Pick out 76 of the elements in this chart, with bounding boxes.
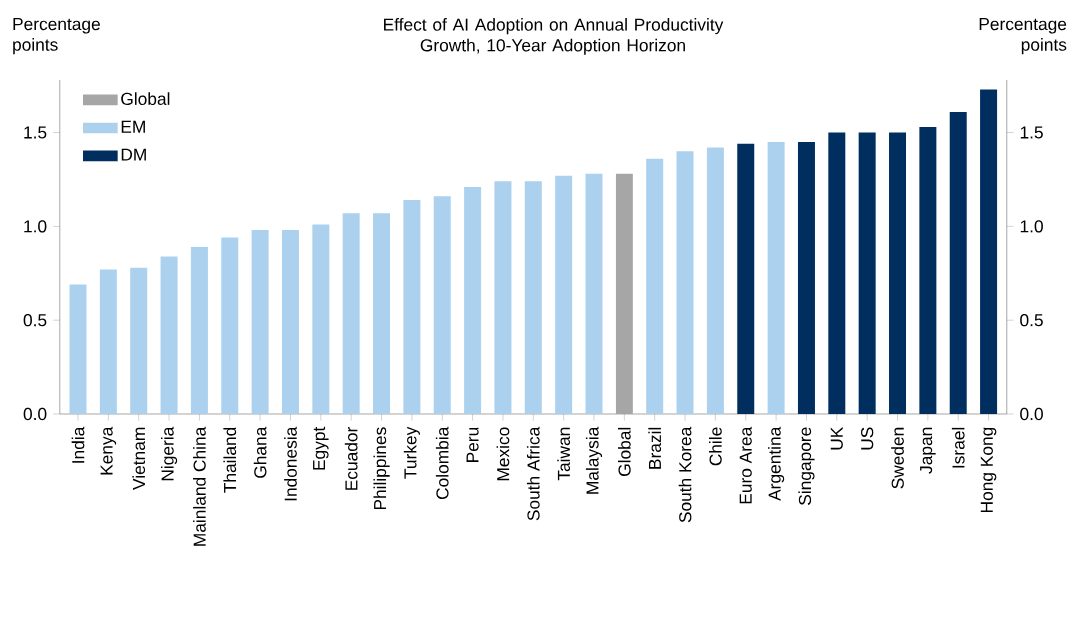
bar [676,151,694,414]
x-tick-label: South Korea [678,426,692,523]
y2-tick-label: 1.0 [1020,220,1043,233]
bar [69,284,87,414]
x-tick-label: Japan [920,427,936,474]
bar [312,224,330,414]
bar [130,267,148,414]
bar [980,89,998,414]
bar [99,269,117,414]
bar [433,196,451,414]
legend-label: EM [121,120,145,133]
x-tick-label: Euro Area [739,426,752,504]
x-tick-label: Kenya [100,426,117,475]
bar [190,247,208,414]
y2-tick-label: 0.5 [1020,314,1043,327]
x-tick-label: UK [830,426,843,450]
y-axis-title: Percentage points [13,18,100,55]
bar [646,158,664,414]
bar [828,132,846,414]
x-tick-label: Indonesia [284,426,297,501]
bar [494,181,512,414]
bar [221,237,239,414]
x-tick-label: India [71,426,85,463]
x-tick-label: Global [617,427,631,476]
x-tick-label: Egypt [313,426,329,470]
x-tick-label: Chile [709,427,722,466]
x-tick-label: Vietnam [132,427,146,490]
x-tick-label: Ecuador [344,427,358,490]
y2-axis-title: Percentage points [979,18,1067,55]
x-tick-label: Taiwan [557,427,571,481]
bar [797,141,815,414]
y-tick-label: 0.5 [23,314,47,327]
legend-label: Global [121,92,170,106]
bar [160,256,178,414]
bar [281,230,299,414]
x-tick-label: Sweden [891,427,904,489]
bar [919,126,937,414]
x-tick-label: South Africa [526,426,540,521]
y2-tick-label: 0.0 [1020,407,1043,421]
legend-label: DM [121,148,146,161]
y-tick-label: 1.5 [24,126,47,139]
bar [889,132,907,414]
bar [706,147,724,414]
x-tick-label: Mexico [496,427,510,481]
bar [342,213,360,414]
bar [585,173,603,414]
x-tick-label: Hong Kong [980,427,997,513]
y-tick-label: 1.0 [24,220,47,233]
x-tick-label: Thailand [223,427,237,493]
x-tick-label: Argentina [768,426,785,501]
bar [555,175,573,414]
x-tick-label: Colombia [435,426,449,500]
x-tick-label: Ghana [253,426,267,478]
x-tick-label: Malaysia [585,426,603,494]
bar [737,143,755,414]
x-tick-label: Israel [951,427,965,468]
y-tick-label: 0.0 [23,407,47,421]
bar [858,132,876,414]
x-tick-label: Nigeria [160,426,178,481]
x-tick-label: Philippines [373,427,390,510]
x-tick-label: Brazil [648,427,662,469]
bar [524,181,542,414]
bar [949,111,967,414]
x-tick-label: Mainland China [193,426,206,546]
y2-tick-label: 1.5 [1020,126,1043,139]
bar [251,230,269,414]
bar [767,141,785,414]
bar [403,200,421,414]
chart-title: Effect of AI Adoption on Annual Productivity Growth, 10-Year Adoption Horizon [384,18,724,55]
x-tick-label: Turkey [403,426,420,479]
bar [615,173,633,414]
bar [373,213,391,414]
x-tick-label: Peru [466,427,479,462]
x-tick-label: Singapore [798,427,815,505]
x-tick-label: US [861,427,874,450]
bar [464,186,482,414]
